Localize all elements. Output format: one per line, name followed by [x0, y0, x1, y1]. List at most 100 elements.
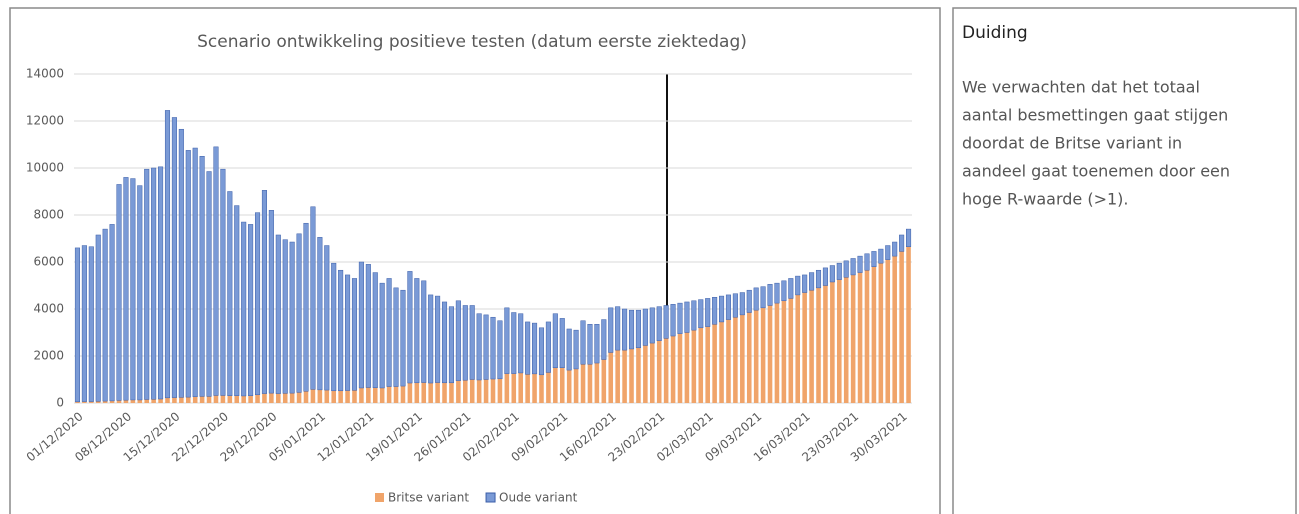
bar-segment	[532, 322, 538, 375]
bar-segment	[102, 401, 108, 403]
bar-segment	[366, 387, 371, 403]
bar-segment	[892, 256, 897, 403]
bar-segment	[442, 382, 447, 403]
bar-segment	[255, 394, 260, 403]
bar-segment	[601, 359, 607, 403]
bar-segment	[137, 185, 143, 401]
bar-segment	[580, 364, 586, 403]
bar-segment	[615, 350, 620, 403]
bar-segment	[414, 278, 420, 384]
bar-segment	[74, 247, 80, 403]
bar-segment	[836, 262, 842, 280]
bar-segment	[871, 266, 877, 403]
bar-segment	[490, 379, 496, 403]
y-tick-label: 6000	[33, 255, 64, 269]
bar-segment	[719, 321, 724, 403]
bar-segment	[178, 128, 184, 398]
bar-segment	[345, 274, 351, 391]
chart-title: Scenario ontwikkeling positieve testen (…	[197, 32, 747, 52]
bar-segment	[109, 224, 115, 402]
bar-segment	[95, 401, 101, 403]
bar-segment	[463, 380, 468, 403]
panel-text: We verwachten dat het totaal	[962, 78, 1200, 97]
bar-segment	[95, 234, 101, 402]
bar-segment	[691, 300, 697, 331]
bar-segment	[414, 382, 420, 403]
bar-segment	[712, 324, 717, 403]
bar-segment	[379, 387, 385, 403]
bar-segment	[234, 395, 240, 403]
bar-segment	[324, 245, 330, 391]
bar-segment	[850, 274, 856, 403]
bar-segment	[199, 396, 205, 403]
bar-segment	[483, 314, 489, 380]
y-tick-label: 2000	[33, 349, 64, 363]
bar-segment	[248, 395, 253, 403]
bar-segment	[539, 374, 544, 403]
bar-segment	[892, 241, 898, 257]
bar-segment	[885, 259, 891, 403]
bar-segment	[144, 399, 150, 403]
bar-segment	[504, 307, 510, 374]
bar-segment	[185, 150, 191, 398]
bar-segment	[545, 321, 551, 373]
bar-segment	[656, 306, 662, 341]
bar-segment	[566, 328, 572, 371]
bar-segment	[698, 299, 704, 329]
bar-segment	[261, 190, 267, 394]
bar-segment	[836, 279, 842, 403]
bar-segment	[636, 347, 641, 403]
bar-segment	[656, 340, 662, 403]
bar-segment	[642, 308, 648, 346]
bar-segment	[296, 233, 302, 393]
bar-segment	[254, 212, 261, 396]
bar-segment	[490, 316, 496, 380]
bar-segment	[179, 397, 184, 403]
panel-text: aantal besmettingen gaat stijgen	[962, 106, 1228, 125]
panel-frame	[952, 7, 1297, 514]
bar-segment	[102, 228, 108, 402]
bar-segment	[206, 171, 212, 397]
bar-segment	[802, 292, 807, 403]
bar-segment	[303, 391, 309, 403]
bar-segment	[123, 400, 129, 403]
bar-segment	[871, 251, 877, 267]
bar-segment	[857, 255, 863, 273]
bar-segment	[899, 234, 905, 252]
bar-segment	[289, 393, 295, 403]
bar-segment	[192, 147, 198, 397]
bar-segment	[158, 399, 163, 403]
bar-segment	[449, 382, 454, 403]
bar-segment	[372, 387, 378, 403]
y-tick-label: 10000	[26, 161, 64, 175]
bar-segment	[248, 224, 254, 396]
bar-segment	[906, 246, 911, 403]
bar-segment	[732, 293, 738, 318]
bar-segment	[220, 168, 226, 396]
bar-segment	[386, 386, 392, 403]
bar-segment	[358, 261, 364, 389]
bar-segment	[379, 282, 385, 389]
bar-segment	[788, 278, 794, 299]
bar-segment	[421, 280, 427, 383]
legend-swatch	[485, 492, 496, 503]
bar-segment	[462, 305, 468, 381]
bar-segment	[760, 286, 766, 309]
bar-segment	[580, 320, 586, 365]
bar-segment	[262, 393, 267, 403]
bar-segment	[615, 306, 621, 351]
bar-segment	[725, 294, 732, 320]
bar-segment	[719, 295, 725, 323]
bar-segment	[428, 383, 433, 403]
bar-segment	[75, 401, 80, 403]
bar-segment	[864, 270, 870, 403]
bar-segment	[698, 327, 704, 403]
bar-segment	[199, 156, 205, 397]
bar-segment	[469, 305, 475, 380]
bar-segment	[504, 373, 510, 403]
bar-segment	[441, 301, 448, 384]
bar-segment	[781, 300, 787, 403]
y-tick-label: 4000	[33, 302, 64, 316]
bar-segment	[165, 397, 170, 403]
